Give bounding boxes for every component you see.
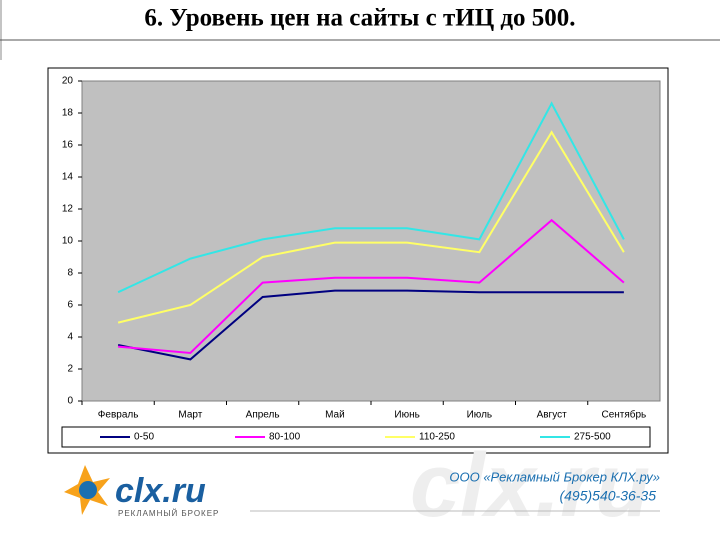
- x-tick-label: Март: [178, 410, 202, 421]
- logo-text: clx.ru: [115, 472, 206, 510]
- legend-label: 80-100: [269, 432, 301, 443]
- y-tick-label: 14: [62, 172, 74, 183]
- logo-star-core: [79, 481, 97, 499]
- chart: 0 2 4 6 8 10 12 14 16 18 20 Февраль Март Апрель Май Июн…: [62, 76, 646, 443]
- x-tick-label: Апрель: [246, 410, 280, 421]
- x-tick-label: Июнь: [394, 410, 419, 421]
- slide-title: 6. Уровень цен на сайты с тИЦ до 500.: [144, 5, 575, 32]
- y-tick-label: 20: [62, 76, 74, 87]
- y-tick-label: 2: [67, 364, 73, 375]
- legend-label: 110-250: [419, 432, 455, 443]
- series-line: [118, 218, 625, 355]
- y-tick-label: 16: [62, 140, 74, 151]
- company-phone: (495)540-36-35: [559, 488, 656, 504]
- x-tick-label: Май: [325, 410, 345, 421]
- y-tick-label: 12: [62, 204, 74, 215]
- company-name: ООО «Рекламный Брокер КЛХ.ру»: [449, 469, 660, 484]
- x-tick-label: Февраль: [98, 410, 139, 421]
- y-tick-label: 6: [67, 300, 73, 311]
- plot-area: [81, 80, 661, 402]
- legend-box: [61, 426, 651, 448]
- watermark: clx.ru: [410, 436, 650, 536]
- series-line: [117, 130, 625, 324]
- y-tick-label: 18: [62, 108, 74, 119]
- x-tick-label: Сентябрь: [601, 409, 646, 421]
- series-line: [117, 101, 625, 294]
- y-tick-label: 4: [67, 332, 73, 343]
- logo-star: [64, 465, 110, 515]
- legend-label: 275-500: [574, 432, 611, 443]
- y-tick-label: 0: [67, 396, 73, 407]
- legend-label: 0-50: [134, 432, 154, 443]
- series-line: [117, 289, 624, 361]
- x-tick-label: Июль: [467, 410, 493, 421]
- y-tick-label: 10: [62, 236, 74, 247]
- logo-tagline: РЕКЛАМНЫЙ БРОКЕР: [118, 509, 219, 518]
- y-tick-label: 8: [67, 268, 73, 279]
- x-tick-label: Август: [537, 410, 568, 421]
